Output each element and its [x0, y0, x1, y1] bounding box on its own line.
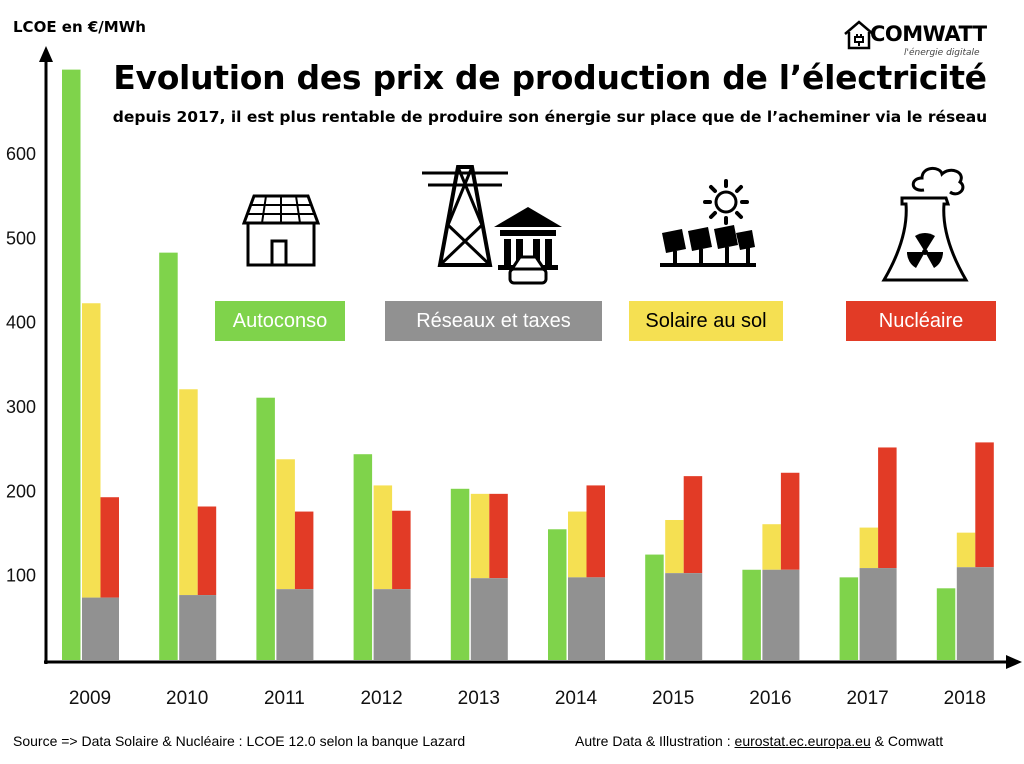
bar-autoconso: [159, 252, 178, 660]
bar-autoconso: [742, 569, 761, 660]
x-category-label: 2014: [555, 688, 598, 709]
y-axis-arrow: [39, 46, 53, 62]
x-categories-layer: 2009 2010 2011 2012 2013 2014 2015 2016 2017 2018: [69, 688, 986, 709]
bar-autoconso: [936, 588, 956, 660]
y-tick-label: 100: [6, 566, 36, 586]
bars-layer: [62, 69, 994, 661]
brand-logo: COMWATT l'énergie digitale: [842, 18, 1012, 60]
x-category-label: 2013: [458, 688, 500, 709]
bar-autoconso: [645, 554, 664, 660]
bar-reseaux: [276, 589, 314, 660]
x-axis-arrow: [1006, 655, 1022, 669]
bar-autoconso: [353, 454, 373, 660]
bar-nucleaire: [780, 472, 800, 570]
axes-layer: [39, 46, 1022, 669]
bar-solaire: [179, 389, 198, 596]
bar-reseaux: [956, 567, 994, 660]
bar-solaire: [373, 485, 393, 590]
bar-nucleaire: [878, 447, 897, 569]
y-tick-label: 400: [6, 313, 36, 333]
x-category-label: 2012: [360, 688, 402, 709]
y-tick-label: 500: [6, 228, 36, 248]
x-category-label: 2017: [846, 688, 888, 709]
brand-tagline: l'énergie digitale: [904, 48, 980, 58]
chart-subtitle: depuis 2017, il est plus rentable de pro…: [112, 108, 988, 126]
x-category-label: 2018: [944, 688, 986, 709]
bar-autoconso: [256, 397, 275, 660]
bar-autoconso: [839, 577, 859, 660]
y-axis-label: LCOE en €/MWh: [13, 18, 146, 36]
bar-reseaux: [470, 578, 508, 660]
legend-solaire-sol: Solaire au sol: [629, 301, 783, 341]
solar-farm-icon: [660, 179, 756, 267]
y-ticks-layer: 100 200 300 400 500 600: [6, 144, 36, 586]
legend-reseaux-taxes: Réseaux et taxes: [385, 301, 602, 341]
brand-name: COMWATT: [870, 22, 987, 46]
legend-autoconso: Autoconso: [215, 301, 345, 341]
y-tick-label: 600: [6, 144, 36, 164]
bar-nucleaire: [392, 510, 411, 590]
y-tick-label: 300: [6, 397, 36, 417]
bar-solaire: [956, 532, 976, 568]
bar-solaire: [470, 493, 490, 579]
bar-solaire: [762, 524, 781, 570]
x-category-label: 2010: [166, 688, 208, 709]
bar-autoconso: [548, 529, 567, 660]
bar-reseaux: [859, 568, 897, 660]
bar-solaire: [276, 459, 295, 590]
bar-nucleaire: [975, 442, 994, 568]
bar-nucleaire: [294, 511, 314, 590]
x-category-label: 2016: [749, 688, 791, 709]
legend-nucleaire: Nucléaire: [846, 301, 996, 341]
x-category-label: 2009: [69, 688, 111, 709]
bar-reseaux: [665, 573, 703, 660]
plug-house-icon: [844, 20, 874, 50]
bar-solaire: [859, 527, 879, 569]
bar-solaire: [665, 519, 684, 574]
bar-nucleaire: [586, 485, 605, 578]
source-right-text: Autre Data & Illustration : eurostat.ec.…: [575, 733, 943, 749]
bar-nucleaire: [683, 476, 703, 574]
source-right-suffix: & Comwatt: [870, 733, 944, 749]
bar-reseaux: [373, 589, 411, 660]
eurostat-link[interactable]: eurostat.ec.europa.eu: [734, 733, 871, 749]
y-tick-label: 200: [6, 481, 36, 501]
power-pylon-utility-icon: [422, 165, 562, 285]
x-category-label: 2011: [264, 688, 305, 709]
bar-reseaux: [762, 569, 800, 660]
bar-reseaux: [568, 577, 605, 660]
source-right-prefix: Autre Data & Illustration :: [575, 733, 735, 749]
bar-solaire: [568, 511, 587, 578]
bar-reseaux: [179, 595, 217, 660]
chart-title: Evolution des prix de production de l’él…: [113, 58, 987, 97]
nuclear-plant-icon: [881, 167, 969, 282]
bar-autoconso: [62, 69, 81, 661]
bar-nucleaire: [489, 493, 508, 579]
bar-reseaux: [82, 597, 119, 660]
bar-autoconso: [450, 488, 470, 660]
bar-nucleaire: [197, 506, 217, 596]
source-left-text: Source => Data Solaire & Nucléaire : LCO…: [13, 733, 466, 749]
bar-nucleaire: [100, 497, 119, 598]
bar-solaire: [82, 303, 101, 598]
x-category-label: 2015: [652, 688, 694, 709]
house-solar-roof-icon: [242, 194, 320, 267]
